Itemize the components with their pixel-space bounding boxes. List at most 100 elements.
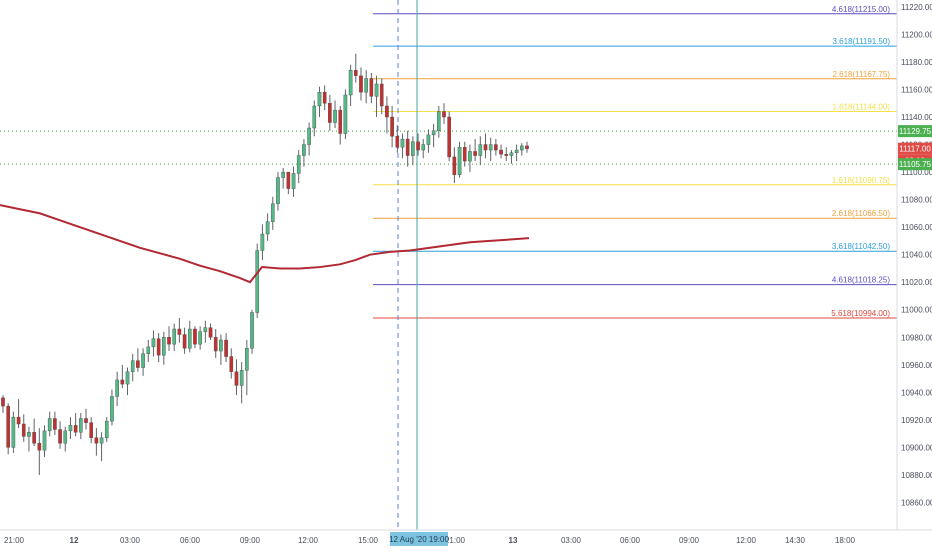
candle-up xyxy=(468,151,472,162)
candle-down xyxy=(94,437,99,444)
candle-up xyxy=(151,338,156,348)
y-tick-label: 11020.00 xyxy=(901,278,932,287)
candle-up xyxy=(255,250,260,313)
candle-down xyxy=(156,338,161,356)
candle-up xyxy=(79,418,83,433)
candle-down xyxy=(208,327,213,338)
candle-down xyxy=(353,70,358,76)
price-badge-label: 11105.75 xyxy=(899,160,932,169)
x-tick-label: 06:00 xyxy=(180,536,201,545)
candle-down xyxy=(177,328,182,335)
candle-up xyxy=(146,346,151,354)
x-tick-label: 03:00 xyxy=(561,536,582,545)
candle-up xyxy=(99,437,104,444)
fib-level-label: 3.618(11042.50) xyxy=(832,242,890,251)
candle-down xyxy=(6,405,10,448)
candle-down xyxy=(193,328,197,345)
candle-down xyxy=(182,334,187,349)
price-badge xyxy=(898,142,932,155)
candle-up xyxy=(27,432,31,437)
x-tick-label: 13 xyxy=(509,536,518,545)
x-tick-label: 18:00 xyxy=(835,536,856,545)
candle-down xyxy=(229,356,234,372)
candle-up xyxy=(63,430,68,444)
fibonacci-levels: 4.618(11215.00) 3.618(11191.50) 2.618(1116… xyxy=(373,5,897,319)
candle-up xyxy=(260,233,265,251)
time-cursor-badge xyxy=(390,532,448,546)
candle-up xyxy=(348,70,353,96)
candle-down xyxy=(213,337,218,352)
candle-down xyxy=(224,339,228,357)
y-tick-label: 11200.00 xyxy=(901,30,932,39)
candle-up xyxy=(265,221,270,235)
time-axis[interactable]: 21:00 12 03:00 06:00 09:00 12:00 15:00 21:00 13 0… xyxy=(0,529,932,546)
y-tick-label: 10960.00 xyxy=(901,361,932,370)
y-tick-label: 11080.00 xyxy=(901,196,932,205)
x-tick-label: 12 xyxy=(70,536,79,545)
candle-up xyxy=(125,371,130,385)
level-badge xyxy=(898,125,932,138)
vertical-markers xyxy=(397,0,418,530)
candle-up xyxy=(457,147,462,176)
candle-up xyxy=(245,348,249,371)
candle-down xyxy=(322,92,327,104)
level-badge xyxy=(898,158,932,171)
candle-up xyxy=(172,328,177,345)
candle-up xyxy=(374,83,379,97)
candle-down xyxy=(32,432,36,444)
candle-up xyxy=(317,92,322,107)
candle-up xyxy=(400,138,405,148)
y-tick-label: 11160.00 xyxy=(901,85,932,94)
candle-up xyxy=(47,418,52,432)
candle-up xyxy=(187,328,192,349)
candle-down xyxy=(234,371,239,386)
candle-up xyxy=(250,312,254,349)
candle-up xyxy=(198,331,202,345)
candle-down xyxy=(167,337,171,345)
fib-level-label: 4.618(11018.25) xyxy=(832,276,890,285)
candle-up xyxy=(343,94,348,134)
x-tick-label: 09:00 xyxy=(679,536,700,545)
candle-down xyxy=(483,144,488,151)
time-cursor-label: 12 Aug '20 19:00 xyxy=(389,535,449,544)
candle-down xyxy=(369,78,374,97)
candle-down xyxy=(136,360,140,368)
candle-down xyxy=(53,418,57,430)
y-tick-label: 11140.00 xyxy=(901,113,932,122)
price-badge-label: 11129.75 xyxy=(899,127,932,136)
candle-down xyxy=(525,145,529,149)
y-tick-label: 10980.00 xyxy=(901,333,932,342)
y-tick-label: 10900.00 xyxy=(901,443,932,452)
candle-up xyxy=(426,134,431,145)
candle-down xyxy=(442,111,446,118)
candle-down xyxy=(89,422,94,438)
x-tick-label: 12:00 xyxy=(298,536,319,545)
candle-up xyxy=(333,109,337,123)
candle-down xyxy=(447,116,451,158)
price-axis[interactable]: 11220.00 11200.00 11180.00 11160.00 11140.00… xyxy=(896,0,932,530)
candle-down xyxy=(416,141,420,151)
x-tick-label: 03:00 xyxy=(120,536,141,545)
candle-up xyxy=(291,173,296,189)
candle-down xyxy=(452,156,457,176)
candle-down xyxy=(385,105,389,118)
candle-up xyxy=(436,111,441,131)
candle-up xyxy=(115,379,119,397)
candle-down xyxy=(16,416,21,425)
candle-up xyxy=(364,78,368,93)
moving-average xyxy=(0,204,530,284)
fib-level-label: 1.618(11090.75) xyxy=(832,176,890,185)
candle-up xyxy=(276,177,280,204)
candle-down xyxy=(73,425,78,433)
candle-down xyxy=(120,379,125,385)
candle-down xyxy=(379,83,384,107)
candle-up xyxy=(431,130,436,136)
price-badge-label: 11117.00 xyxy=(899,145,931,154)
y-tick-label: 11180.00 xyxy=(901,58,932,67)
fib-level-label: 3.618(11191.50) xyxy=(832,37,890,46)
candle-up xyxy=(239,370,244,386)
ema-line xyxy=(0,204,530,284)
candle-up xyxy=(421,144,426,151)
